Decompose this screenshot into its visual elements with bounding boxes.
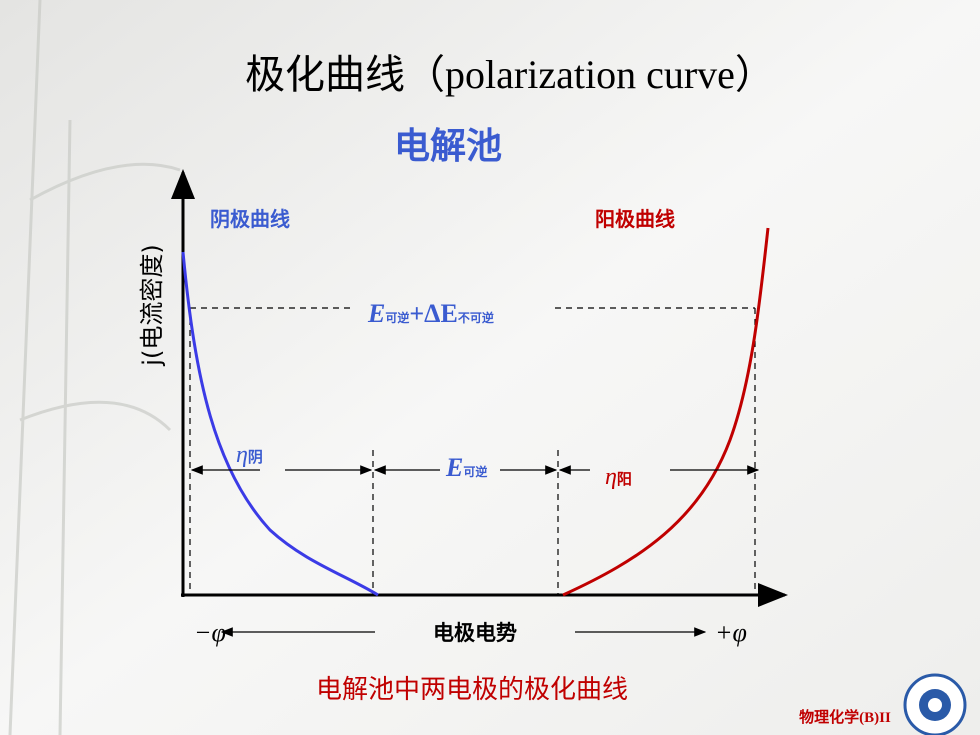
x-right-label: +φ bbox=[715, 618, 747, 647]
footer: 物理化学(B)II bbox=[799, 708, 891, 726]
y-axis-label: j(电流密度) bbox=[138, 244, 166, 366]
total-potential-label: E可逆+ΔE不可逆 bbox=[367, 299, 494, 328]
reversible-label: E可逆 bbox=[445, 453, 487, 482]
caption: 电解池中两电极的极化曲线 bbox=[316, 675, 628, 705]
bamboo-decoration bbox=[8, 0, 181, 735]
anode-curve bbox=[562, 227, 770, 597]
x-left-label: −φ bbox=[194, 618, 226, 647]
anode-label: 阳极曲线 bbox=[595, 207, 675, 231]
eta-cathode-label: η阴 bbox=[236, 442, 263, 468]
eta-anode-label: η阳 bbox=[605, 464, 632, 490]
subtitle: 电解池 bbox=[394, 126, 502, 167]
title: 极化曲线（polarization curve） bbox=[245, 52, 775, 97]
cathode-label: 阴极曲线 bbox=[210, 207, 290, 231]
arrows bbox=[190, 465, 760, 637]
cathode-curve bbox=[181, 251, 379, 597]
dashed-guides bbox=[189, 307, 756, 595]
x-axis-label: 电极电势 bbox=[433, 621, 517, 645]
logo bbox=[903, 673, 967, 735]
